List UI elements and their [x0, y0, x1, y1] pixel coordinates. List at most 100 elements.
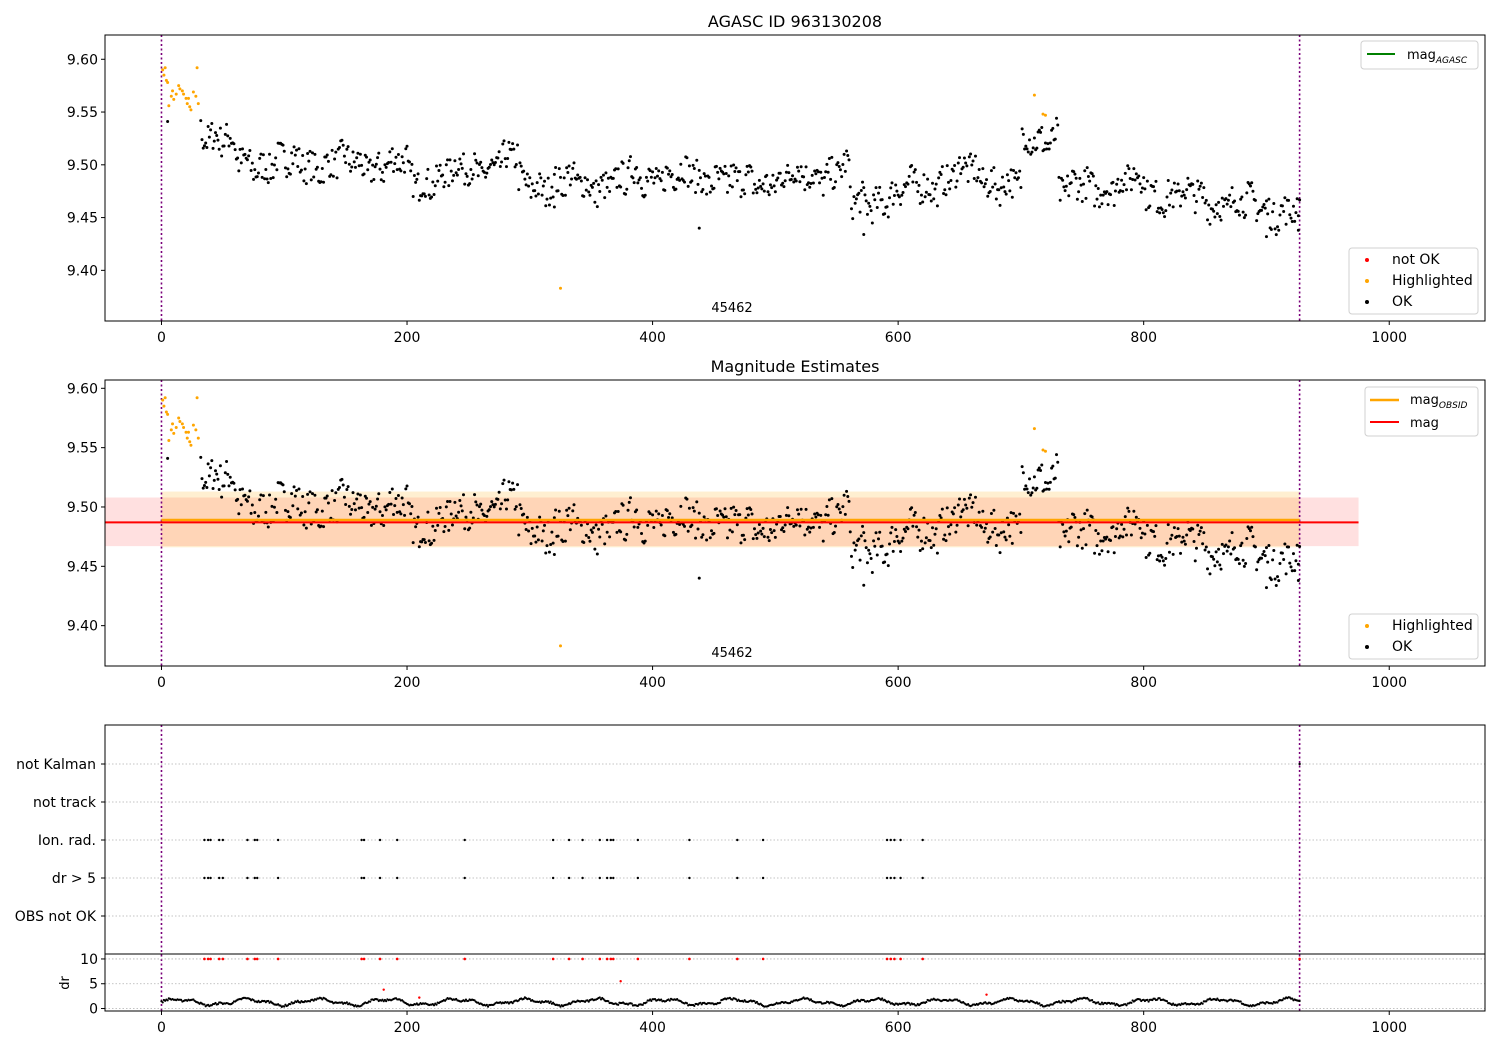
ok-point	[600, 178, 604, 182]
ok-point	[1062, 530, 1066, 534]
ok-point	[511, 142, 515, 146]
dr-point	[693, 1004, 696, 1007]
ok-point	[692, 509, 696, 513]
ok-point	[846, 494, 850, 498]
ok-point	[411, 194, 415, 198]
ok-point	[291, 162, 295, 166]
ok-point	[1214, 203, 1218, 207]
ok-point	[433, 184, 437, 188]
dr-point	[630, 1002, 633, 1005]
ok-point	[851, 566, 855, 570]
ok-point	[1061, 178, 1065, 182]
ok-point	[475, 161, 479, 165]
ok-point	[293, 153, 297, 157]
ok-point	[410, 504, 414, 508]
ok-point	[355, 156, 359, 160]
ok-point	[825, 162, 829, 166]
ok-point	[1094, 529, 1098, 533]
ok-point	[1296, 214, 1300, 218]
ok-point	[944, 539, 948, 543]
dr-saturated-point	[360, 957, 363, 961]
ok-point	[842, 152, 846, 156]
ok-point	[1188, 529, 1192, 533]
ok-point	[430, 195, 434, 199]
ok-point	[799, 507, 803, 511]
ok-point	[549, 196, 553, 200]
ok-point	[934, 527, 938, 531]
ok-point	[900, 193, 904, 197]
ok-point	[818, 525, 822, 529]
ok-point	[928, 193, 932, 197]
ok-point	[1293, 219, 1297, 223]
panel3-dr-frame	[104, 953, 1486, 1012]
ok-point	[834, 524, 838, 528]
ok-point	[614, 167, 618, 171]
ok-point	[895, 189, 899, 193]
ok-point	[304, 526, 308, 530]
ok-point	[217, 147, 221, 151]
ok-point	[616, 167, 620, 171]
ok-point	[696, 527, 700, 531]
ok-point	[971, 159, 975, 163]
dr-point	[1075, 999, 1078, 1002]
ok-point	[1271, 210, 1275, 214]
ok-point	[1025, 487, 1029, 491]
ok-point	[410, 162, 414, 166]
ok-point	[352, 502, 356, 506]
dr-gt-5-flag-point	[253, 876, 256, 880]
ok-point	[892, 540, 896, 544]
ok-point	[501, 142, 505, 146]
ok-point	[1152, 185, 1156, 189]
ok-point	[1176, 527, 1180, 531]
ok-point	[356, 492, 360, 496]
ok-point	[808, 530, 812, 534]
ok-point	[233, 148, 237, 152]
ok-point	[372, 177, 376, 181]
ok-point	[1253, 545, 1257, 549]
highlighted-point	[180, 422, 184, 426]
ok-point	[529, 542, 533, 546]
ok-point	[477, 505, 481, 509]
ok-point	[1207, 550, 1211, 554]
ok-point	[723, 507, 727, 511]
ok-point	[966, 524, 970, 528]
ok-point	[1221, 552, 1225, 556]
ok-point	[890, 525, 894, 529]
dr-gt-5-flag-point	[605, 876, 609, 880]
ok-point	[264, 168, 268, 172]
highlighted-point	[162, 404, 166, 408]
ok-point	[457, 510, 461, 514]
panel-magnitude-estimates: Magnitude Estimates 0 200 400 600 800 10009.4…	[67, 357, 1486, 691]
ok-point	[1283, 542, 1287, 546]
ok-point	[813, 169, 817, 173]
ok-point	[261, 494, 265, 498]
highlighted-point	[178, 87, 182, 91]
ok-point	[232, 481, 236, 485]
ok-point	[550, 185, 554, 189]
ok-point	[470, 177, 474, 181]
x-tick-label: 1000	[1371, 675, 1407, 691]
dr-point	[558, 1004, 561, 1007]
ok-point	[798, 180, 802, 184]
ok-point	[635, 508, 639, 512]
dr-point	[1097, 1001, 1100, 1004]
ok-point	[1133, 178, 1137, 182]
ok-point	[566, 514, 570, 518]
ok-point	[407, 502, 411, 506]
ok-point	[1196, 179, 1200, 183]
ok-point	[584, 188, 588, 192]
ok-point	[426, 167, 430, 171]
dr-point	[1038, 1002, 1041, 1005]
ok-point	[1250, 525, 1254, 529]
ok-point	[533, 534, 537, 538]
ok-point	[1191, 527, 1195, 531]
ok-point	[393, 162, 397, 166]
ok-point	[938, 514, 942, 518]
ok-point	[632, 525, 636, 529]
ok-point	[772, 184, 776, 188]
ok-point	[1218, 214, 1222, 218]
ok-point	[487, 508, 491, 512]
panel3-flag-labels: not Kalman not track Ion. rad. dr > 5 OB…	[15, 757, 97, 925]
ok-point	[448, 158, 452, 162]
